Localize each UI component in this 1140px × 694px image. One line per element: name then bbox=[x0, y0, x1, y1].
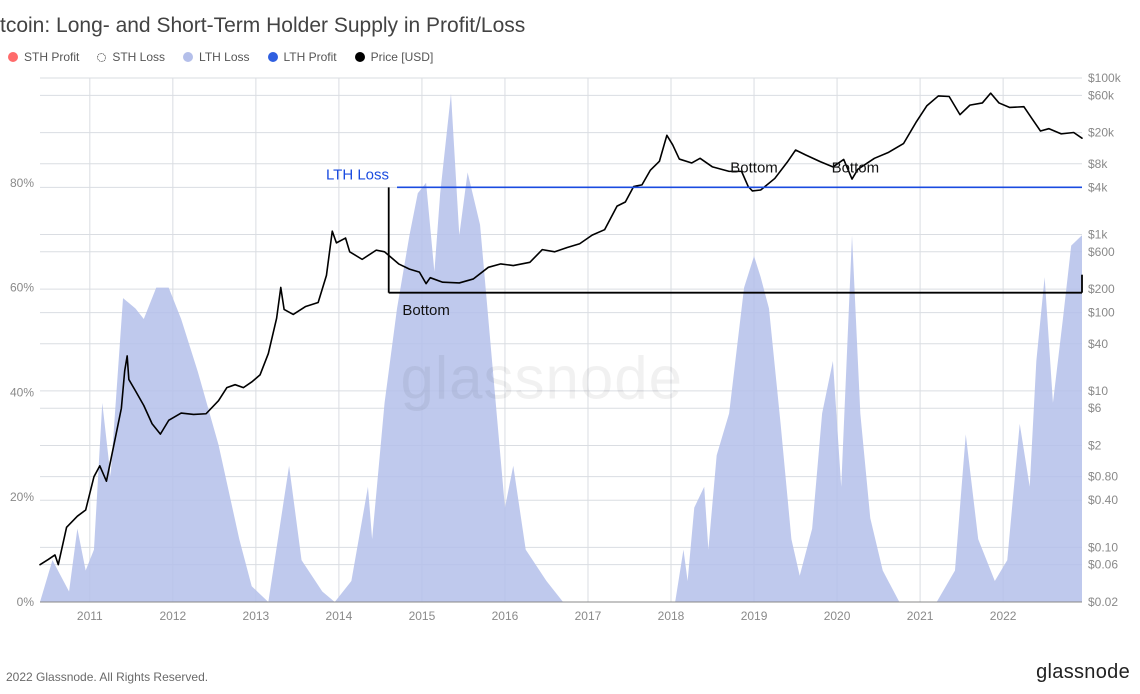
svg-text:$100: $100 bbox=[1088, 306, 1115, 320]
svg-text:2018: 2018 bbox=[658, 609, 685, 623]
legend-swatch bbox=[97, 53, 106, 62]
legend-label: LTH Profit bbox=[284, 50, 337, 64]
svg-text:$1k: $1k bbox=[1088, 227, 1108, 241]
svg-text:2015: 2015 bbox=[409, 609, 436, 623]
legend-swatch bbox=[183, 52, 193, 62]
svg-text:2011: 2011 bbox=[77, 609, 103, 623]
svg-text:$6: $6 bbox=[1088, 401, 1102, 415]
svg-text:$0.02: $0.02 bbox=[1088, 595, 1118, 609]
legend-item: STH Profit bbox=[8, 50, 79, 64]
svg-text:LTH Loss: LTH Loss bbox=[326, 166, 389, 183]
legend-swatch bbox=[355, 52, 365, 62]
svg-text:60%: 60% bbox=[10, 281, 34, 295]
svg-text:2016: 2016 bbox=[492, 609, 519, 623]
legend-item: Price [USD] bbox=[355, 50, 434, 64]
svg-text:2021: 2021 bbox=[907, 609, 934, 623]
svg-text:$8k: $8k bbox=[1088, 157, 1108, 171]
legend-swatch bbox=[268, 52, 278, 62]
legend-label: LTH Loss bbox=[199, 50, 249, 64]
svg-text:2020: 2020 bbox=[824, 609, 851, 623]
svg-text:2017: 2017 bbox=[575, 609, 602, 623]
svg-text:2019: 2019 bbox=[741, 609, 768, 623]
svg-text:$4k: $4k bbox=[1088, 180, 1108, 194]
svg-text:2022: 2022 bbox=[990, 609, 1017, 623]
legend-label: STH Loss bbox=[112, 50, 165, 64]
svg-text:$200: $200 bbox=[1088, 282, 1115, 296]
svg-text:$2: $2 bbox=[1088, 439, 1102, 453]
svg-text:$0.40: $0.40 bbox=[1088, 493, 1118, 507]
svg-text:$0.80: $0.80 bbox=[1088, 470, 1118, 484]
svg-text:$20k: $20k bbox=[1088, 126, 1115, 140]
copyright-text: 2022 Glassnode. All Rights Reserved. bbox=[6, 670, 208, 684]
legend-item: STH Loss bbox=[97, 50, 165, 64]
svg-text:Bottom: Bottom bbox=[402, 302, 450, 319]
svg-text:0%: 0% bbox=[17, 595, 35, 609]
svg-text:$40: $40 bbox=[1088, 337, 1108, 351]
legend-item: LTH Loss bbox=[183, 50, 249, 64]
svg-text:80%: 80% bbox=[10, 176, 34, 190]
legend-label: Price [USD] bbox=[371, 50, 434, 64]
svg-text:Bottom: Bottom bbox=[832, 159, 880, 176]
svg-text:20%: 20% bbox=[10, 490, 34, 504]
chart-svg: LTH Loss Bottom Bottom Bottom 0% 20% 40% 60% 80%… bbox=[0, 70, 1140, 630]
brand-logo: glassnode bbox=[1036, 661, 1130, 684]
svg-text:$60k: $60k bbox=[1088, 88, 1115, 102]
chart-plot-area: glassnode LTH LossBottomBottomBottom0%20… bbox=[0, 70, 1140, 657]
svg-text:$10: $10 bbox=[1088, 384, 1108, 398]
svg-text:2012: 2012 bbox=[159, 609, 186, 623]
svg-text:$100k: $100k bbox=[1088, 71, 1122, 85]
legend-label: STH Profit bbox=[24, 50, 79, 64]
svg-text:$600: $600 bbox=[1088, 245, 1115, 259]
svg-text:$0.06: $0.06 bbox=[1088, 558, 1118, 572]
svg-text:40%: 40% bbox=[10, 385, 34, 399]
legend: STH Profit STH Loss LTH Loss LTH Profit Pric… bbox=[0, 46, 1140, 70]
svg-text:$0.10: $0.10 bbox=[1088, 540, 1118, 554]
chart-title: tcoin: Long- and Short-Term Holder Suppl… bbox=[0, 14, 1140, 46]
svg-text:2013: 2013 bbox=[243, 609, 270, 623]
legend-swatch bbox=[8, 52, 18, 62]
legend-item: LTH Profit bbox=[268, 50, 337, 64]
svg-text:2014: 2014 bbox=[326, 609, 353, 623]
svg-text:Bottom: Bottom bbox=[730, 159, 778, 176]
